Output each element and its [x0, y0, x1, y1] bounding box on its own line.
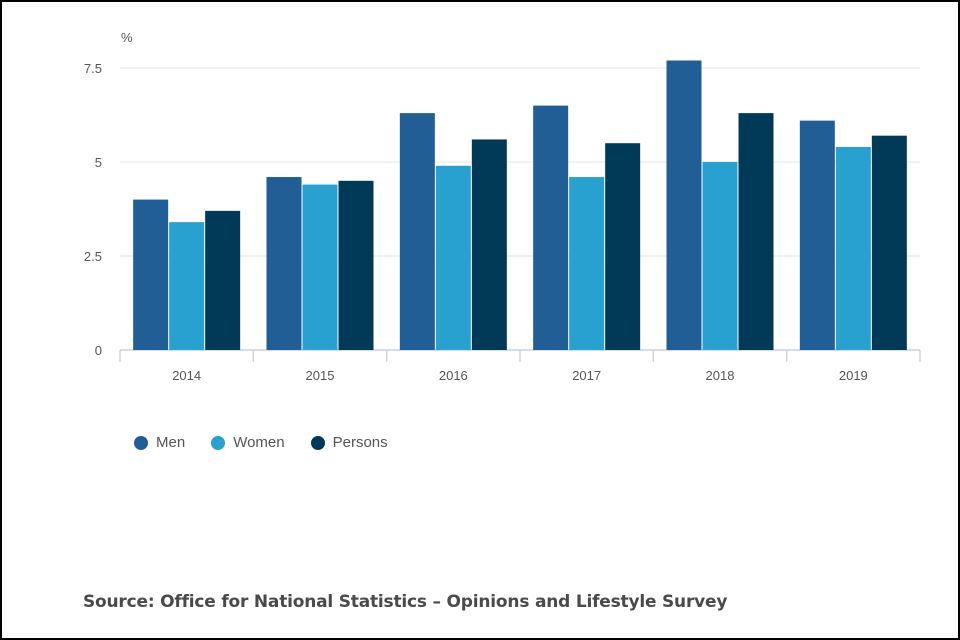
x-tick-label: 2019: [839, 368, 868, 383]
legend-label-women: Women: [233, 434, 285, 451]
bar-women-2018: [702, 162, 738, 350]
bar-women-2016: [435, 165, 471, 350]
bar-persons-2016: [471, 139, 507, 350]
legend-label-men: Men: [156, 434, 186, 451]
bar-men-2019: [799, 120, 835, 350]
bar-women-2017: [569, 177, 605, 350]
y-tick-label: 0: [95, 343, 102, 358]
legend-item-women[interactable]: Women: [211, 434, 285, 451]
legend: Men Women Persons: [134, 434, 388, 451]
bar-men-2014: [133, 199, 169, 350]
bar-persons-2018: [738, 113, 774, 351]
bar-persons-2017: [605, 143, 641, 350]
x-tick-label: 2017: [572, 368, 601, 383]
x-tick-label: 2016: [439, 368, 468, 383]
x-tick-label: 2014: [172, 368, 201, 383]
bar-men-2016: [399, 113, 435, 351]
bar-men-2017: [533, 105, 569, 350]
y-tick-label: 7.5: [84, 61, 102, 76]
legend-swatch-persons: [310, 435, 325, 450]
legend-swatch-men: [134, 435, 148, 450]
legend-item-persons[interactable]: Persons: [310, 434, 388, 451]
bar-men-2018: [666, 60, 702, 350]
legend-label-persons: Persons: [332, 434, 388, 451]
bar-women-2014: [169, 222, 205, 350]
bar-persons-2014: [205, 210, 241, 350]
x-tick-label: 2018: [706, 368, 735, 383]
legend-swatch-women: [211, 435, 226, 450]
bar-women-2019: [835, 146, 871, 350]
y-unit-label: %: [121, 30, 133, 45]
bar-persons-2019: [871, 135, 907, 350]
bar-men-2015: [266, 177, 302, 350]
source-note: Source: Office for National Statistics –…: [83, 592, 728, 612]
x-tick-label: 2015: [306, 368, 335, 383]
legend-item-men[interactable]: Men: [134, 434, 185, 451]
bar-women-2015: [302, 184, 338, 350]
y-tick-label: 2.5: [84, 249, 102, 264]
bar-persons-2015: [338, 180, 374, 350]
y-tick-label: 5: [95, 155, 102, 170]
